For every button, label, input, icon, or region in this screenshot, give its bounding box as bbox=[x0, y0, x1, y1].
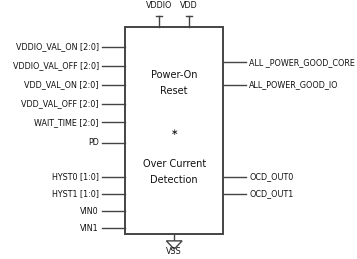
Text: OCD_OUT1: OCD_OUT1 bbox=[249, 189, 293, 198]
Text: VDD_VAL_ON [2:0]: VDD_VAL_ON [2:0] bbox=[24, 81, 99, 89]
Text: Power-On: Power-On bbox=[151, 70, 197, 80]
Text: Detection: Detection bbox=[150, 175, 198, 185]
Text: OCD_OUT0: OCD_OUT0 bbox=[249, 172, 293, 181]
Text: VIN0: VIN0 bbox=[80, 207, 99, 215]
Text: VDDIO: VDDIO bbox=[146, 1, 172, 10]
Text: WAIT_TIME [2:0]: WAIT_TIME [2:0] bbox=[34, 118, 99, 127]
Bar bbox=[125, 27, 223, 234]
Text: VDDIO_VAL_OFF [2:0]: VDDIO_VAL_OFF [2:0] bbox=[12, 62, 99, 70]
Polygon shape bbox=[166, 241, 182, 249]
Text: VDD_VAL_OFF [2:0]: VDD_VAL_OFF [2:0] bbox=[21, 99, 99, 108]
Text: PD: PD bbox=[88, 139, 99, 147]
Text: VSS: VSS bbox=[166, 247, 182, 256]
Text: VDDIO_VAL_ON [2:0]: VDDIO_VAL_ON [2:0] bbox=[16, 42, 99, 51]
Text: Over Current: Over Current bbox=[142, 160, 206, 169]
Text: ∗: ∗ bbox=[170, 128, 178, 136]
Text: ALL _POWER_GOOD_CORE: ALL _POWER_GOOD_CORE bbox=[249, 58, 355, 67]
Text: Reset: Reset bbox=[160, 86, 188, 96]
Text: HYST1 [1:0]: HYST1 [1:0] bbox=[52, 189, 99, 198]
Text: ALL_POWER_GOOD_IO: ALL_POWER_GOOD_IO bbox=[249, 81, 339, 89]
Text: VDD: VDD bbox=[180, 1, 198, 10]
Text: HYST0 [1:0]: HYST0 [1:0] bbox=[52, 172, 99, 181]
Text: VIN1: VIN1 bbox=[80, 224, 99, 233]
